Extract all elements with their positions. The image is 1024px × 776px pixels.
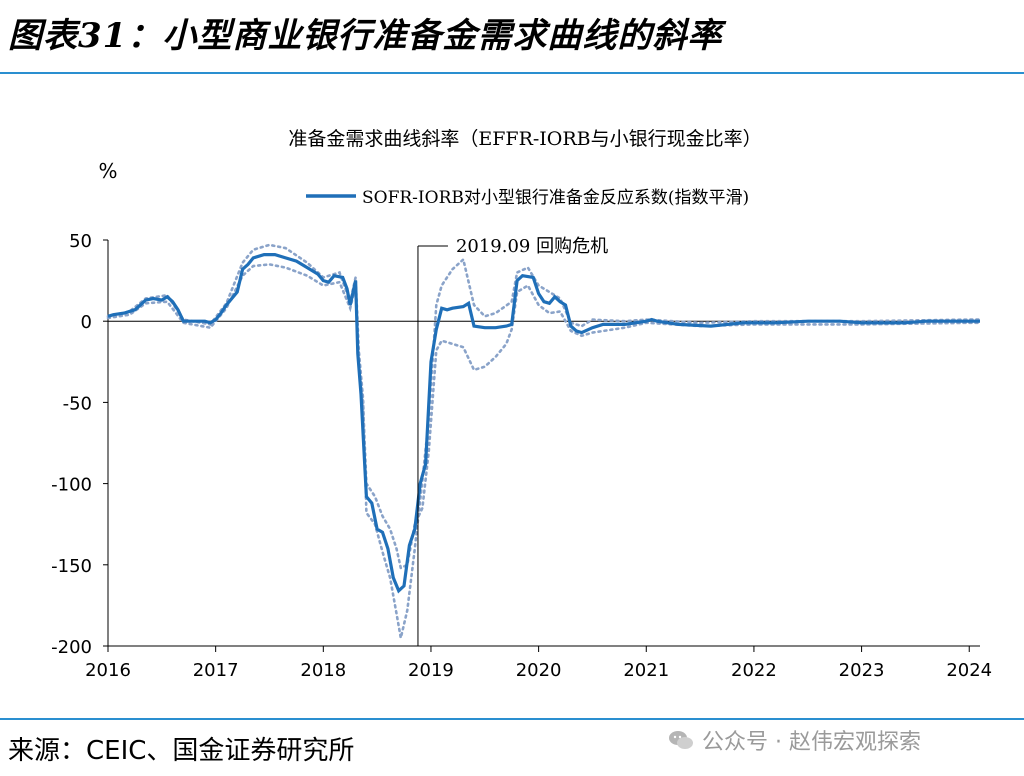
series-line-main [107,253,980,594]
y-tick-label: -100 [51,475,92,496]
y-tick-label: -200 [51,637,92,658]
header-rule [0,72,1024,74]
source-note: 来源：CEIC、国金证券研究所 [8,736,355,766]
series-layer [106,243,982,639]
legend-label: SOFR-IORB对小型银行准备金反应系数(指数平滑) [362,188,749,208]
x-tick-label: 2016 [85,660,131,681]
y-tick-label: 0 [81,312,92,333]
x-tick-label: 2022 [731,660,777,681]
annotation-label: 2019.09 回购危机 [456,236,608,257]
watermark-text: 公众号 · 赵伟宏观探索 [702,730,921,755]
y-axis-unit-label: % [98,159,117,183]
wechat-icon [669,731,693,749]
x-tick-label: 2021 [623,660,669,681]
x-tick-label: 2023 [839,660,885,681]
page-title: 图表31：小型商业银行准备金需求曲线的斜率 [8,16,723,56]
x-tick-label: 2024 [946,660,992,681]
y-tick-label: 50 [69,231,92,252]
x-tick-label: 2018 [300,660,346,681]
x-tick-label: 2019 [408,660,454,681]
x-tick-label: 2020 [516,660,562,681]
x-tick-label: 2017 [193,660,239,681]
series-line-band [106,243,982,639]
watermark: 公众号 · 赵伟宏观探索 [668,722,921,758]
annotation-layer: 2019.09 回购危机 [417,236,608,646]
y-tick-label: -50 [63,393,92,414]
chart-title: 准备金需求曲线斜率（EFFR-IORB与小银行现金比率） [288,128,761,150]
y-tick-label: -150 [51,556,92,577]
legend: SOFR-IORB对小型银行准备金反应系数(指数平滑) [306,188,749,208]
series-line-band [106,263,982,570]
footer-rule [0,718,1024,720]
